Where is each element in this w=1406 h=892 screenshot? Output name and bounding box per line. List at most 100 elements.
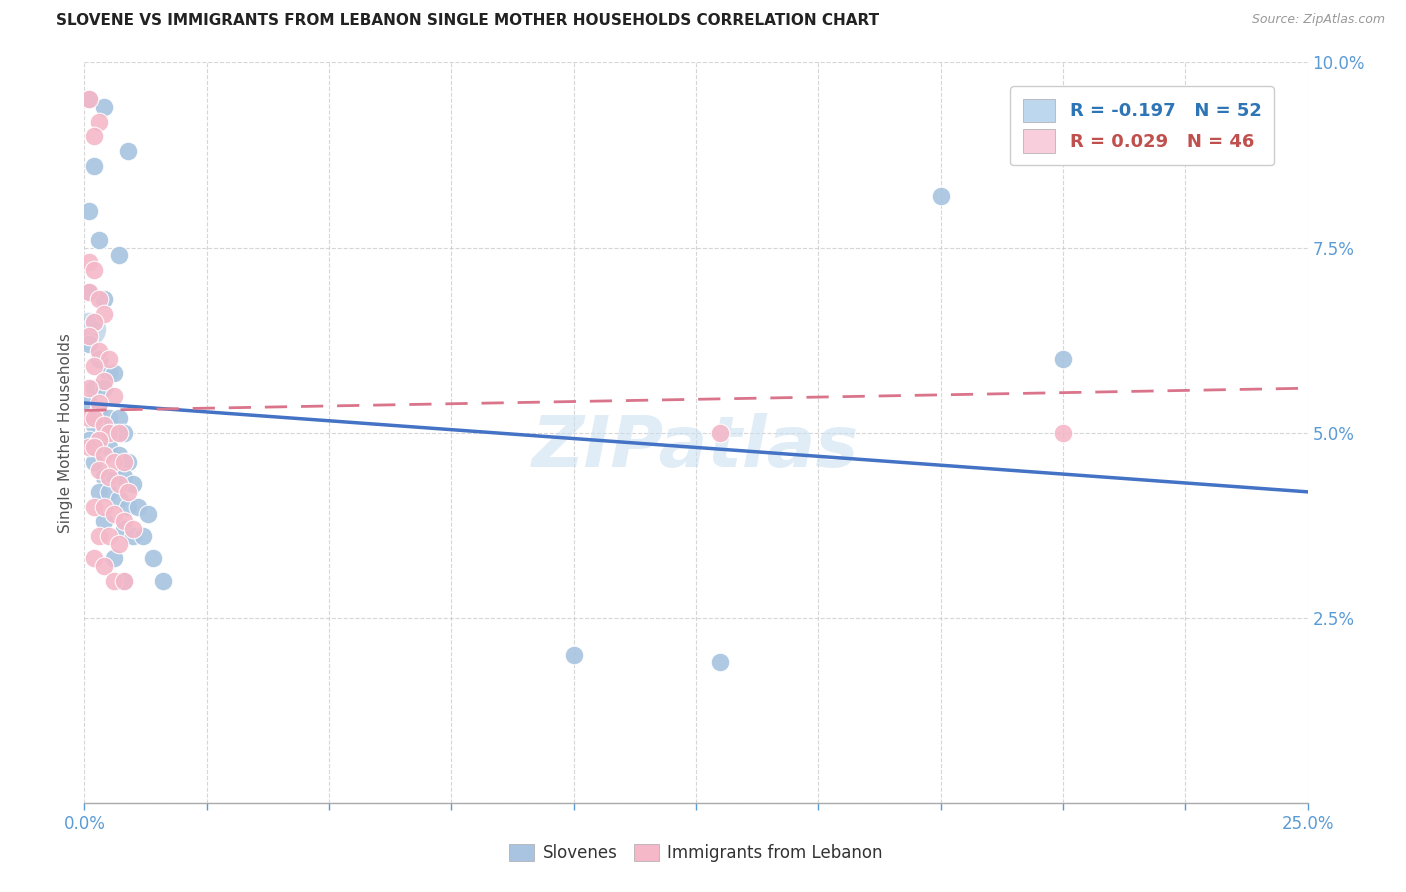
Point [77,441,100,455]
Point [83,359,105,373]
Point [83,441,105,455]
Point [142,551,165,566]
Point [709,425,731,440]
Point [83,314,105,328]
Point [122,529,145,543]
Point [112,522,135,536]
Point [83,381,105,395]
Point [87,233,110,247]
Point [112,425,135,440]
Point [77,329,100,343]
Point [107,536,129,550]
Point [83,418,105,433]
Point [97,484,120,499]
Y-axis label: Single Mother Households: Single Mother Households [58,333,73,533]
Point [93,500,115,514]
Text: Source: ZipAtlas.com: Source: ZipAtlas.com [1251,13,1385,27]
Point [87,484,110,499]
Point [1052,351,1074,366]
Point [127,500,149,514]
Point [122,522,145,536]
Point [97,351,120,366]
Point [87,441,110,455]
Point [103,507,125,521]
Point [103,388,125,402]
Point [83,159,105,173]
Point [93,381,115,395]
Point [87,293,110,307]
Point [112,515,135,529]
Point [77,203,100,218]
Point [97,529,120,543]
Point [77,396,100,410]
Point [103,367,125,381]
Point [117,484,139,499]
Point [93,558,115,573]
Point [97,470,120,484]
Point [117,500,139,514]
Point [83,500,105,514]
Point [107,448,129,462]
Point [77,336,100,351]
Point [83,551,105,566]
Point [83,129,105,144]
Point [77,285,100,299]
Point [112,574,135,588]
Point [709,655,731,669]
Point [1052,425,1074,440]
Text: ZIPatlas: ZIPatlas [533,413,859,482]
Point [77,255,100,269]
Point [122,477,145,491]
Point [93,418,115,433]
Point [562,648,585,662]
Point [132,529,155,543]
Point [93,100,115,114]
Point [117,145,139,159]
Point [77,92,100,106]
Point [112,574,135,588]
Point [97,410,120,425]
Point [83,455,105,469]
Point [93,515,115,529]
Point [77,381,100,395]
Point [93,448,115,462]
Point [87,529,110,543]
Point [87,433,110,447]
Point [83,410,105,425]
Point [93,307,115,321]
Point [97,367,120,381]
Point [929,188,952,202]
Point [77,410,100,425]
Point [87,351,110,366]
Point [87,403,110,417]
Point [83,314,105,328]
Point [93,293,115,307]
Point [77,285,100,299]
Point [107,410,129,425]
Point [103,425,125,440]
Point [93,425,115,440]
Point [103,574,125,588]
Point [97,441,120,455]
Point [107,492,129,507]
Point [97,425,120,440]
Point [87,396,110,410]
Point [152,574,174,588]
Point [112,470,135,484]
Point [87,114,110,128]
Point [103,551,125,566]
Point [107,425,129,440]
Point [107,248,129,262]
Point [136,507,159,521]
Point [112,455,135,469]
Point [77,433,100,447]
Point [83,262,105,277]
Point [87,462,110,476]
Point [117,455,139,469]
Point [103,470,125,484]
Point [103,455,125,469]
Point [107,477,129,491]
Legend: Slovenes, Immigrants from Lebanon: Slovenes, Immigrants from Lebanon [502,837,890,869]
Point [77,322,100,336]
Point [87,344,110,359]
